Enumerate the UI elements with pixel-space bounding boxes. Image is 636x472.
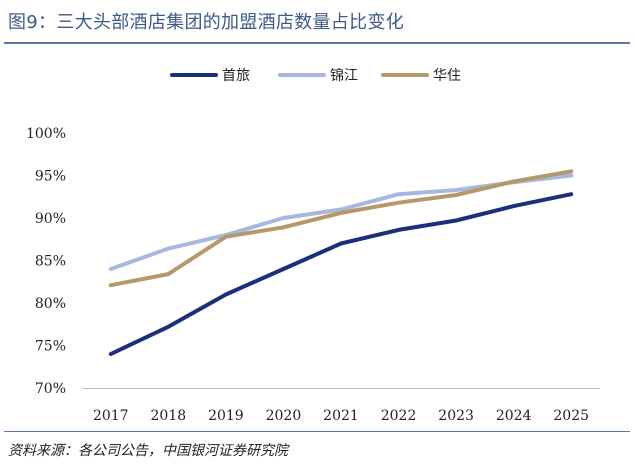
y-tick-label: 90% bbox=[35, 211, 66, 227]
source-rule bbox=[4, 431, 630, 432]
x-tick-label: 2021 bbox=[323, 408, 359, 424]
line-chart: 首旅 锦江 华住 70%75%80%85%90%95%100% 2017 2018 20… bbox=[26, 67, 600, 424]
x-tick-label: 2018 bbox=[151, 408, 187, 424]
x-tick-label: 2024 bbox=[496, 408, 532, 424]
x-tick-label: 2025 bbox=[553, 408, 589, 424]
x-axis: 2017 2018 2019 2020 2021 2022 2023 2024 2025 bbox=[82, 388, 600, 424]
y-tick-label: 100% bbox=[26, 126, 66, 142]
legend-label-0: 首旅 bbox=[222, 68, 250, 84]
x-tick-label: 2017 bbox=[93, 408, 129, 424]
legend: 首旅 锦江 华住 bbox=[170, 67, 461, 84]
series-line-2 bbox=[108, 169, 574, 288]
source-note: 资料来源：各公司公告，中国银河证券研究院 bbox=[8, 443, 288, 459]
x-tick-label: 2023 bbox=[438, 408, 474, 424]
legend-label-1: 锦江 bbox=[330, 67, 358, 84]
y-tick-label: 95% bbox=[35, 169, 66, 185]
x-tick-label: 2022 bbox=[381, 408, 417, 424]
y-tick-label: 85% bbox=[35, 254, 66, 270]
series-group bbox=[108, 169, 574, 356]
x-tick-label: 2019 bbox=[208, 408, 244, 424]
series-line-1 bbox=[108, 173, 574, 271]
y-axis: 70% 75% 80% 85% 90% 95% 100% bbox=[26, 126, 66, 397]
figure-title: 图9：三大头部酒店集团的加盟酒店数量占比变化 bbox=[8, 12, 405, 33]
x-tick-label: 2020 bbox=[266, 408, 302, 424]
title-rule bbox=[4, 42, 630, 44]
y-tick-label: 75% bbox=[35, 339, 66, 355]
y-tick-label: 80% bbox=[35, 296, 66, 312]
legend-label-2: 华住 bbox=[433, 68, 461, 84]
series-line-0 bbox=[108, 192, 574, 356]
y-tick-label: 70% bbox=[35, 381, 66, 397]
